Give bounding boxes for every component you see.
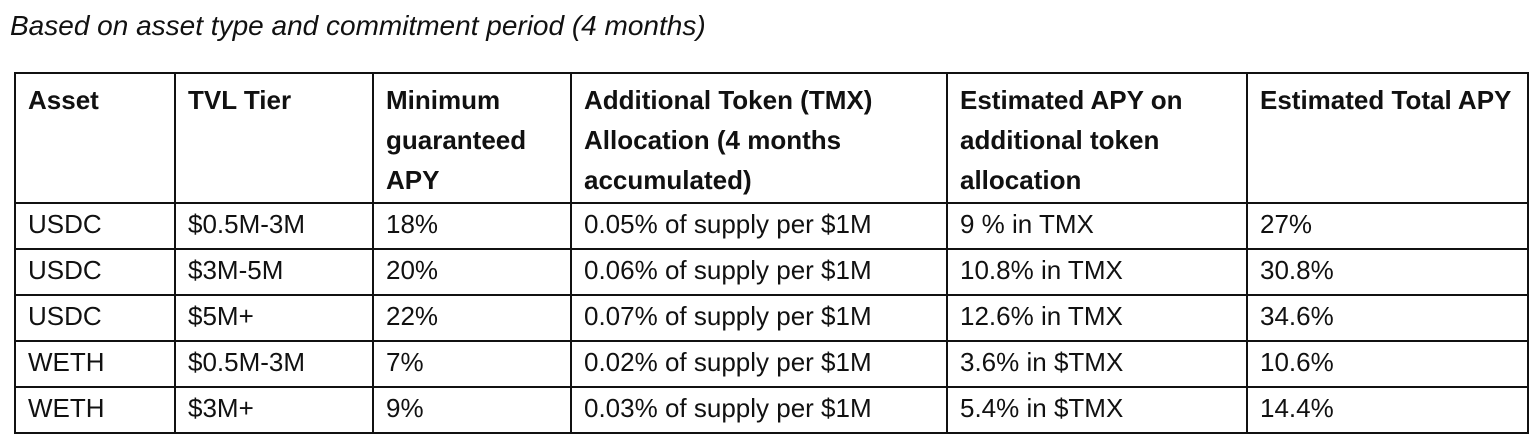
cell-minimum-apy: 7% — [372, 340, 572, 388]
cell-tvl-tier: $3M-5M — [174, 248, 374, 296]
cell-minimum-apy: 22% — [372, 294, 572, 342]
header-minimum-apy: Minimum guaranteed APY — [372, 72, 572, 204]
cell-asset: WETH — [14, 386, 176, 434]
cell-estimated-apy: 5.4% in $TMX — [946, 386, 1248, 434]
cell-asset: USDC — [14, 294, 176, 342]
cell-token-allocation: 0.07% of supply per $1M — [570, 294, 948, 342]
cell-tvl-tier: $3M+ — [174, 386, 374, 434]
cell-tvl-tier: $5M+ — [174, 294, 374, 342]
cell-minimum-apy: 9% — [372, 386, 572, 434]
table-header-row: Asset TVL Tier Minimum guaranteed APY Ad… — [14, 72, 1529, 204]
table-row: USDC $3M-5M 20% 0.06% of supply per $1M … — [14, 248, 1529, 296]
cell-tvl-tier: $0.5M-3M — [174, 340, 374, 388]
cell-asset: WETH — [14, 340, 176, 388]
cell-minimum-apy: 20% — [372, 248, 572, 296]
header-token-allocation: Additional Token (TMX) Allocation (4 mon… — [570, 72, 948, 204]
cell-minimum-apy: 18% — [372, 202, 572, 250]
cell-total-apy: 10.6% — [1246, 340, 1529, 388]
cell-asset: USDC — [14, 202, 176, 250]
cell-estimated-apy: 3.6% in $TMX — [946, 340, 1248, 388]
cell-total-apy: 30.8% — [1246, 248, 1529, 296]
cell-token-allocation: 0.05% of supply per $1M — [570, 202, 948, 250]
cell-token-allocation: 0.02% of supply per $1M — [570, 340, 948, 388]
cell-tvl-tier: $0.5M-3M — [174, 202, 374, 250]
header-tvl-tier: TVL Tier — [174, 72, 374, 204]
cell-asset: USDC — [14, 248, 176, 296]
table-row: WETH $0.5M-3M 7% 0.02% of supply per $1M… — [14, 340, 1529, 388]
cell-token-allocation: 0.06% of supply per $1M — [570, 248, 948, 296]
table-caption: Based on asset type and commitment perio… — [10, 10, 706, 41]
cell-estimated-apy: 12.6% in TMX — [946, 294, 1248, 342]
table-row: USDC $5M+ 22% 0.07% of supply per $1M 12… — [14, 294, 1529, 342]
header-total-apy: Estimated Total APY — [1246, 72, 1529, 204]
cell-total-apy: 34.6% — [1246, 294, 1529, 342]
cell-total-apy: 27% — [1246, 202, 1529, 250]
cell-estimated-apy: 9 % in TMX — [946, 202, 1248, 250]
apy-table: Asset TVL Tier Minimum guaranteed APY Ad… — [14, 72, 1529, 434]
table-row: USDC $0.5M-3M 18% 0.05% of supply per $1… — [14, 202, 1529, 250]
header-asset: Asset — [14, 72, 176, 204]
cell-token-allocation: 0.03% of supply per $1M — [570, 386, 948, 434]
cell-total-apy: 14.4% — [1246, 386, 1529, 434]
cell-estimated-apy: 10.8% in TMX — [946, 248, 1248, 296]
table-row: WETH $3M+ 9% 0.03% of supply per $1M 5.4… — [14, 386, 1529, 434]
header-estimated-apy: Estimated APY on additional token alloca… — [946, 72, 1248, 204]
